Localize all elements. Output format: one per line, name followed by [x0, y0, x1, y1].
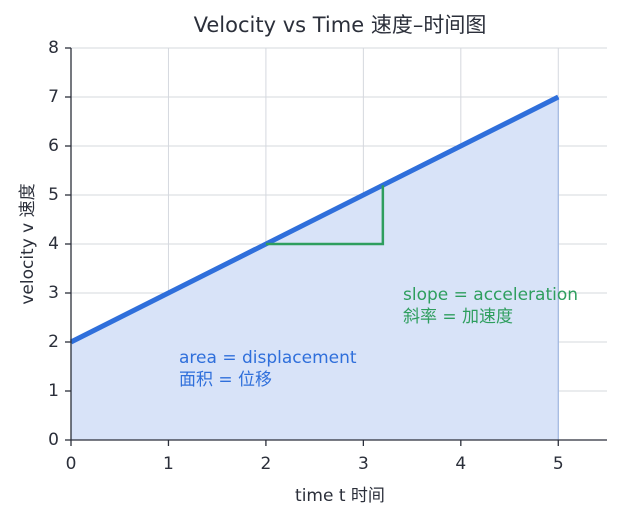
x-tick-label: 2: [260, 454, 271, 474]
y-tick-label: 8: [48, 38, 59, 58]
y-tick-label: 5: [48, 185, 59, 205]
x-tick-label: 0: [66, 454, 77, 474]
x-tick-label: 5: [553, 454, 564, 474]
x-tick-label: 3: [358, 454, 369, 474]
x-tick-label: 4: [455, 454, 466, 474]
y-tick-label: 4: [48, 234, 59, 254]
x-tick-label: 1: [163, 454, 174, 474]
line: [69, 94, 560, 345]
y-tick-label: 6: [48, 136, 59, 156]
chart-title: Velocity vs Time 速度–时间图: [194, 13, 487, 37]
y-tick-label: 2: [48, 332, 59, 352]
y-axis-label: velocity v 速度: [18, 183, 38, 304]
annotation: slope = acceleration: [403, 285, 578, 305]
y-tick-label: 3: [48, 283, 59, 303]
annotation: 斜率 = 加速度: [403, 307, 513, 327]
slope-triangle: [265, 185, 385, 246]
y-tick-label: 1: [48, 381, 59, 401]
y-tick-label: 7: [48, 87, 59, 107]
x-axis-label: time t 时间: [295, 486, 385, 506]
annotation: 面积 = 位移: [179, 370, 272, 390]
annotation: area = displacement: [179, 348, 357, 368]
y-tick-label: 0: [48, 430, 59, 450]
area: [71, 97, 559, 440]
